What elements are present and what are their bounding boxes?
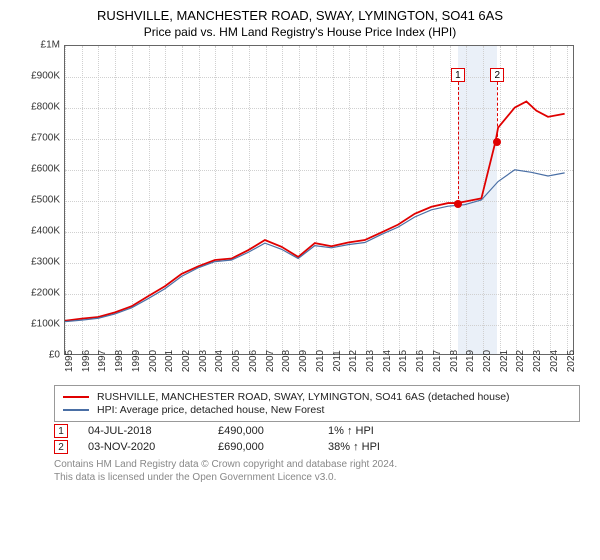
y-tick-label: £500K	[20, 194, 60, 205]
footer-line-1: Contains HM Land Registry data © Crown c…	[54, 458, 580, 471]
sale-date: 03-NOV-2020	[88, 441, 198, 453]
y-tick-label: £200K	[20, 287, 60, 298]
x-tick-label: 2019	[465, 350, 476, 372]
x-tick-label: 1999	[131, 350, 142, 372]
x-tick-label: 2004	[214, 350, 225, 372]
x-tick-label: 2020	[482, 350, 493, 372]
sale-price: £490,000	[218, 425, 308, 437]
sale-marker	[493, 138, 501, 146]
x-tick-label: 2014	[382, 350, 393, 372]
sale-row: 2 03-NOV-2020 £690,000 38% ↑ HPI	[54, 440, 580, 454]
legend-swatch	[63, 396, 89, 398]
y-tick-label: £800K	[20, 101, 60, 112]
legend-swatch	[63, 409, 89, 411]
legend-item: HPI: Average price, detached house, New …	[63, 404, 571, 416]
y-tick-label: £400K	[20, 225, 60, 236]
x-tick-label: 1997	[97, 350, 108, 372]
x-tick-label: 2018	[449, 350, 460, 372]
x-tick-label: 2001	[164, 350, 175, 372]
y-tick-label: £600K	[20, 163, 60, 174]
x-tick-label: 2025	[566, 350, 577, 372]
x-tick-label: 2017	[432, 350, 443, 372]
y-tick-label: £700K	[20, 132, 60, 143]
callout-line-1	[458, 82, 459, 204]
x-tick-label: 2000	[148, 350, 159, 372]
footer: Contains HM Land Registry data © Crown c…	[54, 458, 580, 484]
sales-table: 1 04-JUL-2018 £490,000 1% ↑ HPI 2 03-NOV-2020…	[10, 424, 590, 454]
x-tick-label: 2015	[398, 350, 409, 372]
sale-diff: 38% ↑ HPI	[328, 441, 438, 453]
sale-diff: 1% ↑ HPI	[328, 425, 438, 437]
x-tick-label: 1998	[114, 350, 125, 372]
callout-box-1: 1	[451, 68, 465, 82]
y-tick-label: £100K	[20, 318, 60, 329]
sale-date: 04-JUL-2018	[88, 425, 198, 437]
y-tick-label: £900K	[20, 70, 60, 81]
sale-price: £690,000	[218, 441, 308, 453]
y-tick-label: £1M	[20, 39, 60, 50]
x-tick-label: 2011	[332, 350, 343, 372]
x-tick-label: 2013	[365, 350, 376, 372]
chart-subtitle: Price paid vs. HM Land Registry's House …	[10, 25, 590, 39]
sale-index-box: 2	[54, 440, 68, 454]
legend-label: HPI: Average price, detached house, New …	[97, 404, 324, 416]
x-tick-label: 2016	[415, 350, 426, 372]
footer-line-2: This data is licensed under the Open Gov…	[54, 471, 580, 484]
x-tick-label: 2008	[281, 350, 292, 372]
sale-index-box: 1	[54, 424, 68, 438]
series-property	[65, 101, 565, 320]
x-tick-label: 2010	[315, 350, 326, 372]
x-tick-label: 2023	[532, 350, 543, 372]
y-tick-label: £300K	[20, 256, 60, 267]
sale-marker	[454, 200, 462, 208]
series-hpi	[65, 170, 565, 322]
legend-item: RUSHVILLE, MANCHESTER ROAD, SWAY, LYMING…	[63, 391, 571, 403]
x-tick-label: 2009	[298, 350, 309, 372]
sale-row: 1 04-JUL-2018 £490,000 1% ↑ HPI	[54, 424, 580, 438]
x-tick-label: 2021	[499, 350, 510, 372]
x-tick-label: 1995	[64, 350, 75, 372]
chart-title: RUSHVILLE, MANCHESTER ROAD, SWAY, LYMING…	[10, 8, 590, 25]
y-tick-label: £0	[20, 349, 60, 360]
x-tick-label: 2005	[231, 350, 242, 372]
legend: RUSHVILLE, MANCHESTER ROAD, SWAY, LYMING…	[54, 385, 580, 422]
plot-region: 12	[64, 45, 574, 355]
callout-line-2	[497, 82, 498, 142]
legend-label: RUSHVILLE, MANCHESTER ROAD, SWAY, LYMING…	[97, 391, 510, 403]
x-tick-label: 2022	[515, 350, 526, 372]
x-tick-label: 2002	[181, 350, 192, 372]
x-tick-label: 2012	[348, 350, 359, 372]
x-tick-label: 2003	[198, 350, 209, 372]
chart-area: 12 £0£100K£200K£300K£400K£500K£600K£700K…	[20, 45, 580, 381]
callout-box-2: 2	[490, 68, 504, 82]
x-tick-label: 2006	[248, 350, 259, 372]
x-tick-label: 2007	[265, 350, 276, 372]
x-tick-label: 1996	[81, 350, 92, 372]
x-tick-label: 2024	[549, 350, 560, 372]
